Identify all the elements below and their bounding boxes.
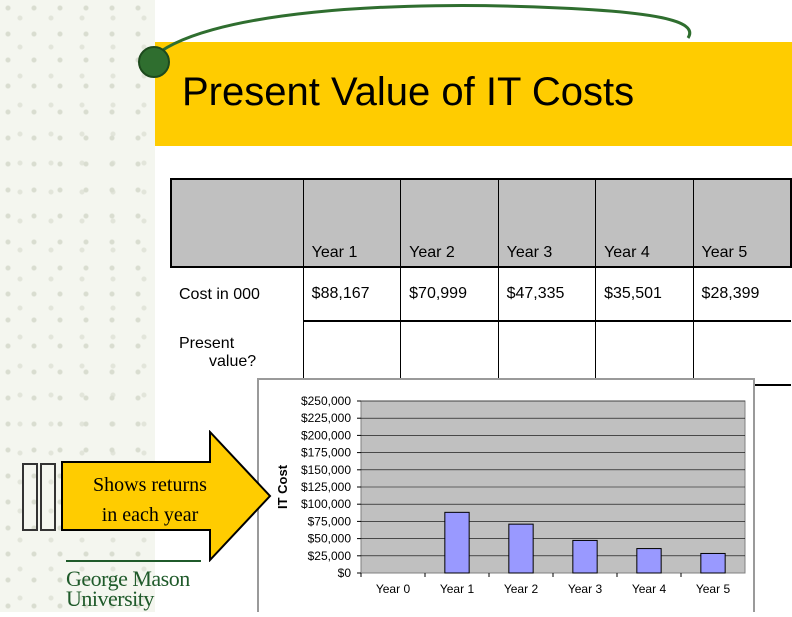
cost-table: Year 1 Year 2 Year 3 Year 4 Year 5 Cost … (169, 178, 792, 386)
x-tick-label: Year 3 (568, 582, 603, 596)
cost-cell: $70,999 (400, 267, 499, 322)
x-tick-label: Year 4 (632, 582, 667, 596)
year-header: Year 2 (400, 178, 499, 268)
year-header: Year 4 (595, 178, 694, 268)
table-row: Present value? (171, 321, 791, 386)
decorative-bars (22, 463, 56, 531)
slide-title: Present Value of IT Costs (182, 70, 635, 114)
pv-label-line2: value? (209, 353, 257, 370)
y-tick-label: $0 (338, 566, 352, 580)
callout-arrow (61, 430, 272, 562)
table-row: Cost in 000 $88,167 $70,999 $47,335 $35,… (171, 267, 791, 322)
y-tick-label: $175,000 (301, 446, 351, 460)
cost-cell: $35,501 (595, 267, 694, 322)
logo-line2: University (66, 586, 154, 611)
pv-cell (302, 321, 401, 386)
y-tick-label: $250,000 (301, 394, 351, 408)
row-label: Cost in 000 (179, 285, 260, 303)
table-header-row: Year 1 Year 2 Year 3 Year 4 Year 5 (169, 178, 792, 268)
x-tick-label: Year 2 (504, 582, 539, 596)
pv-label-line1: Present (179, 335, 235, 352)
logo-rule (66, 560, 201, 562)
x-tick-label: Year 1 (440, 582, 475, 596)
y-tick-label: $125,000 (301, 480, 351, 494)
callout-line2: in each year (101, 504, 199, 526)
callout-text: Shows returns in each year (66, 470, 234, 530)
y-tick-label: $50,000 (308, 532, 352, 546)
cost-cell: $28,399 (692, 267, 791, 322)
year-header: Year 3 (497, 178, 596, 268)
year-header: Year 5 (692, 178, 792, 268)
globe-icon (138, 46, 170, 78)
pv-cell (692, 321, 791, 386)
x-tick-label: Year 0 (376, 582, 411, 596)
cost-cell: $88,167 (302, 267, 401, 322)
pv-cell (497, 321, 596, 386)
y-tick-label: $75,000 (308, 514, 352, 528)
bar (508, 523, 534, 574)
background-pattern (0, 0, 155, 612)
y-tick-label: $25,000 (308, 549, 352, 563)
y-tick-label: $150,000 (301, 463, 351, 477)
it-cost-chart: $0 $25,000 $50,000 $75,000 $100,000 $125,000 $… (275, 394, 746, 596)
y-tick-label: $225,000 (301, 411, 351, 425)
bar (700, 552, 726, 574)
y-tick-label: $100,000 (301, 497, 351, 511)
table-corner-cell (169, 178, 304, 268)
logo-line1: George Mason (66, 566, 190, 591)
chart-frame: $0 $25,000 $50,000 $75,000 $100,000 $125,000 $… (257, 378, 755, 612)
bar (572, 539, 598, 574)
pv-cell (400, 321, 499, 386)
bar (636, 548, 662, 574)
row-label: Present value? (171, 321, 303, 385)
bar (444, 511, 470, 574)
x-tick-label: Year 5 (696, 582, 731, 596)
cost-cell: $47,335 (497, 267, 596, 322)
y-axis-label: IT Cost (275, 464, 290, 509)
pv-cell (595, 321, 694, 386)
year-header: Year 1 (302, 178, 401, 268)
callout-line1: Shows returns (93, 474, 207, 496)
y-tick-label: $200,000 (301, 428, 351, 442)
